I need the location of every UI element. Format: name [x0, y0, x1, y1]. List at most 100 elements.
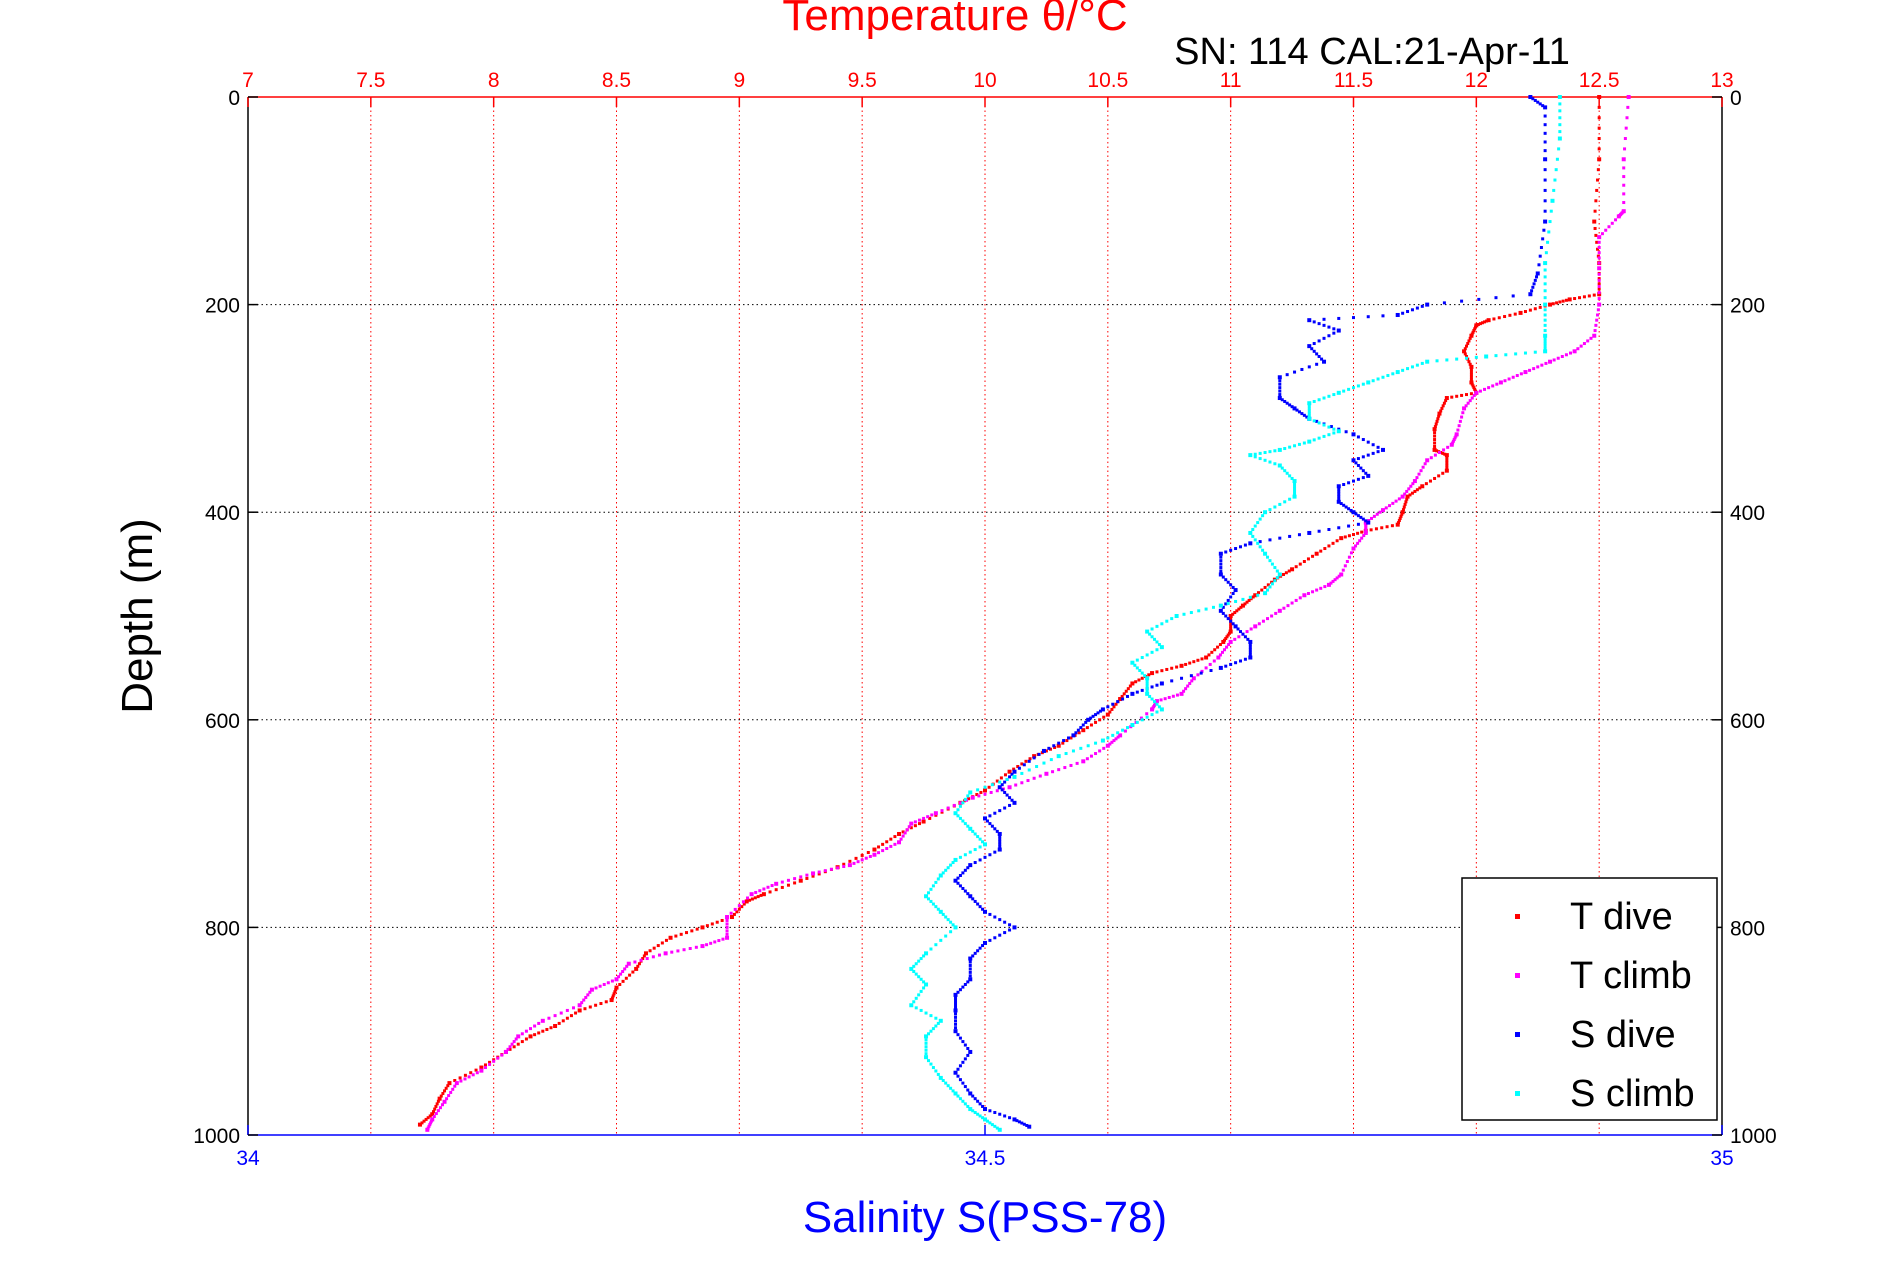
data-point	[656, 944, 660, 948]
data-point	[1135, 666, 1139, 670]
data-point	[1456, 428, 1460, 432]
data-point	[1356, 457, 1360, 461]
data-point	[695, 927, 699, 931]
data-point	[1556, 356, 1560, 360]
data-point	[1302, 593, 1307, 598]
data-point	[1440, 406, 1444, 410]
data-point	[978, 837, 982, 841]
data-point	[1042, 761, 1046, 765]
data-point	[1436, 417, 1440, 421]
data-point	[1175, 693, 1179, 697]
data-point	[1108, 742, 1112, 746]
data-point	[1433, 438, 1437, 442]
data-point	[1535, 275, 1539, 279]
data-point	[1137, 678, 1141, 682]
data-point	[1376, 450, 1380, 454]
data-point	[428, 1114, 432, 1118]
data-point	[1220, 650, 1224, 654]
data-point	[976, 1112, 980, 1116]
data-point	[1307, 344, 1312, 349]
data-point	[1277, 608, 1282, 613]
data-point	[1543, 289, 1547, 293]
data-point	[1044, 771, 1049, 776]
data-point	[1057, 741, 1061, 745]
temperature-tick-label: 13	[1710, 69, 1733, 92]
data-point	[1219, 566, 1223, 570]
legend-marker	[1515, 914, 1520, 919]
data-point	[1543, 339, 1547, 343]
data-point	[1557, 147, 1561, 151]
data-point	[1552, 188, 1556, 192]
data-point	[1358, 539, 1362, 543]
data-point	[997, 1127, 1002, 1132]
data-point	[1312, 349, 1316, 353]
data-point	[1477, 297, 1481, 301]
data-point	[427, 1124, 431, 1128]
data-point	[953, 1070, 958, 1075]
data-point	[444, 1086, 448, 1090]
data-point	[631, 970, 635, 974]
data-point	[872, 847, 877, 852]
data-point	[1465, 356, 1469, 360]
data-point	[1553, 178, 1557, 182]
data-point	[1327, 433, 1331, 437]
data-point	[1270, 580, 1274, 584]
data-point	[1056, 743, 1061, 748]
data-point	[1094, 713, 1098, 717]
temperature-tick-label: 8.5	[602, 69, 631, 92]
data-point	[1558, 102, 1562, 106]
data-point	[1468, 399, 1472, 403]
data-point	[1337, 492, 1341, 496]
data-point	[1155, 648, 1159, 652]
data-point	[1140, 676, 1144, 680]
data-point	[1049, 747, 1053, 751]
data-point	[443, 1089, 447, 1093]
data-point	[924, 1041, 928, 1045]
data-point	[685, 931, 689, 935]
data-point	[1273, 462, 1277, 466]
data-point	[1356, 463, 1360, 467]
data-point	[1381, 314, 1385, 318]
data-point	[1229, 662, 1233, 666]
data-point	[1292, 406, 1297, 411]
data-point	[936, 907, 940, 911]
data-point	[899, 837, 903, 841]
data-point	[954, 1015, 958, 1019]
data-point	[903, 831, 907, 835]
data-point	[1298, 562, 1302, 566]
data-point	[995, 789, 999, 793]
data-point	[1543, 131, 1547, 135]
data-point	[1112, 739, 1116, 743]
data-point	[1294, 598, 1298, 602]
data-point	[1343, 535, 1347, 539]
data-point	[1123, 729, 1127, 733]
data-point	[1258, 545, 1262, 549]
data-point	[1027, 768, 1031, 772]
data-point	[1245, 600, 1249, 604]
data-point	[1226, 580, 1230, 584]
data-point	[1582, 295, 1586, 299]
data-point	[1597, 302, 1602, 307]
data-point	[1454, 432, 1459, 437]
data-point	[997, 831, 1002, 836]
data-point	[1549, 209, 1553, 213]
data-point	[1243, 657, 1247, 661]
data-point	[1596, 254, 1600, 258]
data-point	[817, 870, 821, 874]
data-point	[435, 1102, 439, 1106]
data-point	[1008, 923, 1012, 927]
data-point	[1079, 726, 1083, 730]
data-point	[963, 822, 967, 826]
data-point	[580, 1001, 584, 1005]
data-point	[1256, 541, 1260, 545]
data-point	[936, 1021, 940, 1025]
data-point	[611, 994, 615, 998]
temperature-tick-label: 9	[733, 69, 745, 92]
data-point	[951, 1089, 955, 1093]
data-point	[1307, 530, 1312, 535]
data-point	[926, 1059, 930, 1063]
data-point	[1243, 543, 1247, 547]
data-point	[1307, 416, 1312, 421]
data-point	[917, 975, 921, 979]
data-point	[1395, 370, 1400, 375]
